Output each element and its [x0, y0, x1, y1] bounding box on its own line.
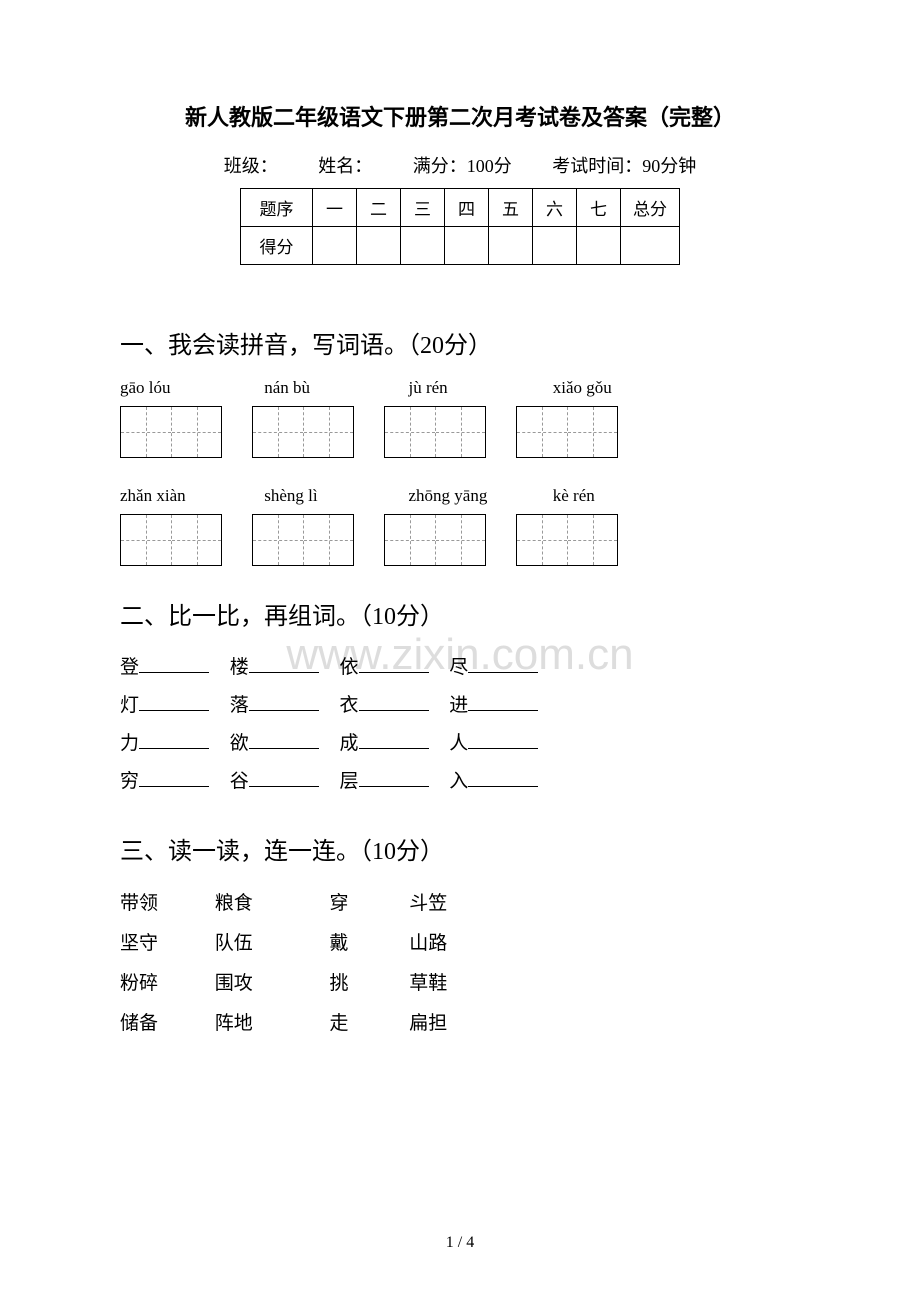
- word: 围攻: [215, 964, 325, 1004]
- char: 衣: [340, 695, 359, 716]
- cell: [357, 227, 401, 265]
- word: 粮食: [215, 884, 325, 924]
- pinyin: jù rén: [409, 378, 549, 398]
- pinyin: gāo lóu: [120, 378, 260, 398]
- char-box: [516, 406, 618, 458]
- word: 储备: [120, 1004, 210, 1044]
- pinyin: nán bù: [264, 378, 404, 398]
- cell: [401, 227, 445, 265]
- section1-heading: 一、我会读拼音，写词语。（20分）: [120, 325, 800, 360]
- match-row: 坚守 队伍 戴 山路: [120, 924, 800, 964]
- table-row: 得分: [241, 227, 680, 265]
- word: 阵地: [215, 1004, 325, 1044]
- char: 入: [449, 771, 468, 792]
- char: 力: [120, 733, 139, 754]
- char: 尽: [449, 657, 468, 678]
- char: 穷: [120, 771, 139, 792]
- char: 层: [340, 771, 359, 792]
- cell: 五: [489, 189, 533, 227]
- document-title: 新人教版二年级语文下册第二次月考试卷及答案（完整）: [120, 100, 800, 132]
- cell: [577, 227, 621, 265]
- pinyin: kè rén: [553, 486, 693, 506]
- word-line: 力 欲 成 人: [120, 725, 800, 763]
- match-row: 储备 阵地 走 扁担: [120, 1004, 800, 1044]
- boxes-row: [120, 514, 800, 566]
- char-box: [252, 406, 354, 458]
- char: 登: [120, 657, 139, 678]
- word: 带领: [120, 884, 210, 924]
- char: 成: [340, 733, 359, 754]
- class-label: 班级：: [224, 156, 278, 176]
- word: 粉碎: [120, 964, 210, 1004]
- word: 走: [330, 1004, 405, 1044]
- cell: 得分: [241, 227, 313, 265]
- cell: [621, 227, 680, 265]
- char-box: [384, 514, 486, 566]
- name-label: 姓名：: [318, 156, 372, 176]
- word-line: 穷 谷 层 入: [120, 763, 800, 801]
- cell: 六: [533, 189, 577, 227]
- cell: 三: [401, 189, 445, 227]
- cell: 四: [445, 189, 489, 227]
- cell: [489, 227, 533, 265]
- boxes-row: [120, 406, 800, 458]
- cell: [313, 227, 357, 265]
- pinyin: zhōng yāng: [409, 486, 549, 506]
- section3-heading: 三、读一读，连一连。（10分）: [120, 831, 800, 866]
- char: 欲: [230, 733, 249, 754]
- word-line: 登 楼 依 尽: [120, 649, 800, 687]
- table-row: 题序 一 二 三 四 五 六 七 总分: [241, 189, 680, 227]
- cell: 总分: [621, 189, 680, 227]
- pinyin-row: zhǎn xiàn shèng lì zhōng yāng kè rén: [120, 486, 800, 506]
- cell: 一: [313, 189, 357, 227]
- cell: 题序: [241, 189, 313, 227]
- word: 戴: [330, 924, 405, 964]
- page-number: 1 / 4: [446, 1234, 474, 1252]
- word: 穿: [330, 884, 405, 924]
- pinyin: shèng lì: [264, 486, 404, 506]
- word: 队伍: [215, 924, 325, 964]
- fullscore-label: 满分：100分: [413, 156, 512, 176]
- pinyin: zhǎn xiàn: [120, 486, 260, 506]
- section2-heading: 二、比一比，再组词。（10分）: [120, 596, 800, 631]
- char-box: [384, 406, 486, 458]
- cell: 二: [357, 189, 401, 227]
- word-line: 灯 落 衣 进: [120, 687, 800, 725]
- match-row: 带领 粮食 穿 斗笠: [120, 884, 800, 924]
- word: 草鞋: [409, 964, 489, 1004]
- char: 依: [340, 657, 359, 678]
- time-label: 考试时间：90分钟: [552, 156, 696, 176]
- pinyin: xiǎo gǒu: [553, 378, 693, 398]
- cell: [533, 227, 577, 265]
- char: 谷: [230, 771, 249, 792]
- char: 落: [230, 695, 249, 716]
- word: 坚守: [120, 924, 210, 964]
- word: 斗笠: [409, 884, 489, 924]
- word: 挑: [330, 964, 405, 1004]
- char-box: [516, 514, 618, 566]
- pinyin-row: gāo lóu nán bù jù rén xiǎo gǒu: [120, 378, 800, 398]
- header-info: 班级： 姓名： 满分：100分 考试时间：90分钟: [120, 152, 800, 178]
- word: 山路: [409, 924, 489, 964]
- char: 人: [449, 733, 468, 754]
- char-box: [120, 514, 222, 566]
- char-box: [120, 406, 222, 458]
- char: 进: [449, 695, 468, 716]
- page-content: 新人教版二年级语文下册第二次月考试卷及答案（完整） 班级： 姓名： 满分：100…: [120, 100, 800, 1044]
- cell: [445, 227, 489, 265]
- char: 灯: [120, 695, 139, 716]
- score-table: 题序 一 二 三 四 五 六 七 总分 得分: [240, 188, 680, 265]
- match-row: 粉碎 围攻 挑 草鞋: [120, 964, 800, 1004]
- cell: 七: [577, 189, 621, 227]
- char-box: [252, 514, 354, 566]
- char: 楼: [230, 657, 249, 678]
- word: 扁担: [409, 1004, 489, 1044]
